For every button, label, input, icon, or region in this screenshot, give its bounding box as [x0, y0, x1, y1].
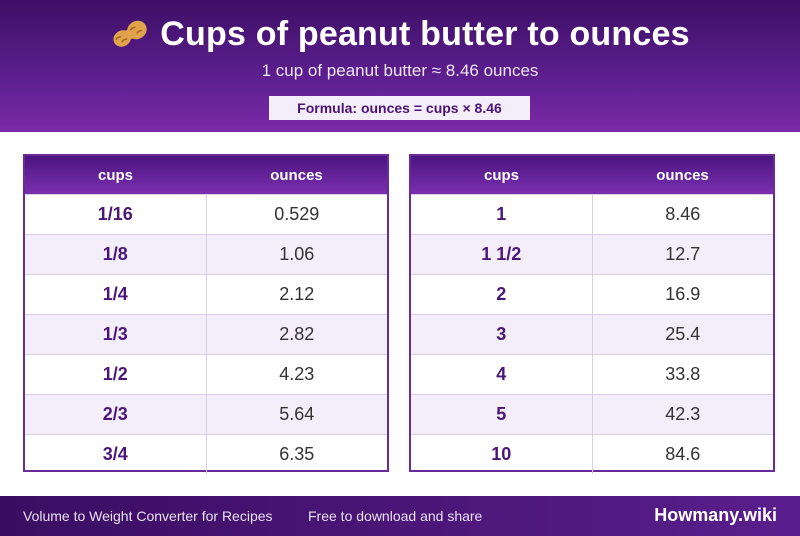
ounces-cell: 25.4 — [665, 324, 701, 344]
cups-cell: 1 1/2 — [411, 235, 593, 274]
ounces-cell: 12.7 — [665, 244, 701, 264]
table-row: 5 42.3 — [411, 394, 773, 434]
table-row: 3 25.4 — [411, 314, 773, 354]
table-row: 1/8 1.06 — [25, 234, 387, 274]
table-row: 1 8.46 — [411, 194, 773, 234]
table-row: 1/4 2.12 — [25, 274, 387, 314]
table-header: cups ounces — [411, 156, 773, 194]
page-title-row: Cups of peanut butter to ounces — [0, 14, 800, 54]
ounces-cell: 4.23 — [279, 364, 315, 384]
ounces-cell: 8.46 — [665, 204, 701, 224]
ounces-cell: 42.3 — [665, 404, 701, 424]
column-header-cups: cups — [483, 166, 519, 184]
cups-cell: 10 — [411, 435, 593, 474]
cups-cell: 5 — [411, 395, 593, 434]
table-row: 1/3 2.82 — [25, 314, 387, 354]
ounces-cell: 2.12 — [279, 284, 315, 304]
table-row: 1/16 0.529 — [25, 194, 387, 234]
cups-cell: 1/16 — [25, 195, 207, 234]
conversion-table-right: cups ounces 1 8.46 1 1/2 12.7 2 16.9 3 2… — [409, 154, 775, 474]
cups-cell: 4 — [411, 355, 593, 394]
table-row: 2/3 5.64 — [25, 394, 387, 434]
ounces-cell: 33.8 — [665, 364, 701, 384]
ounces-cell: 84.6 — [665, 444, 701, 464]
ounces-cell: 0.529 — [274, 204, 320, 224]
cups-cell: 1/8 — [25, 235, 207, 274]
conversion-table-left: cups ounces 1/16 0.529 1/8 1.06 1/4 2.12… — [23, 154, 389, 474]
cups-cell: 2 — [411, 275, 593, 314]
footer-note: Free to download and share — [308, 508, 483, 524]
table-row: 3/4 6.35 — [25, 434, 387, 474]
footer-bar: Volume to Weight Converter for Recipes F… — [0, 496, 800, 536]
ounces-cell: 16.9 — [665, 284, 701, 304]
cups-cell: 1/3 — [25, 315, 207, 354]
header-banner: Cups of peanut butter to ounces 1 cup of… — [0, 0, 800, 132]
column-header-ounces: ounces — [270, 166, 323, 184]
ounces-cell: 6.35 — [279, 444, 315, 464]
formula-badge: Formula: ounces = cups × 8.46 — [269, 96, 530, 120]
cups-cell: 3/4 — [25, 435, 207, 474]
cups-cell: 3 — [411, 315, 593, 354]
table-row: 1/2 4.23 — [25, 354, 387, 394]
table-row: 10 84.6 — [411, 434, 773, 474]
table-row: 1 1/2 12.7 — [411, 234, 773, 274]
ounces-cell: 2.82 — [279, 324, 315, 344]
table-header: cups ounces — [25, 156, 387, 194]
cups-cell: 1/4 — [25, 275, 207, 314]
cups-cell: 1 — [411, 195, 593, 234]
column-header-ounces: ounces — [656, 166, 709, 184]
subtitle: 1 cup of peanut butter ≈ 8.46 ounces — [261, 61, 539, 80]
table-row: 4 33.8 — [411, 354, 773, 394]
column-header-cups: cups — [97, 166, 133, 184]
footer-description: Volume to Weight Converter for Recipes — [23, 508, 273, 524]
cups-cell: 1/2 — [25, 355, 207, 394]
peanut-icon — [113, 20, 147, 47]
ounces-cell: 5.64 — [279, 404, 315, 424]
table-row: 2 16.9 — [411, 274, 773, 314]
brand-logo-text: Howmany.wiki — [654, 505, 777, 525]
page-title: Cups of peanut butter to ounces — [160, 15, 690, 53]
cups-cell: 2/3 — [25, 395, 207, 434]
ounces-cell: 1.06 — [279, 244, 315, 264]
